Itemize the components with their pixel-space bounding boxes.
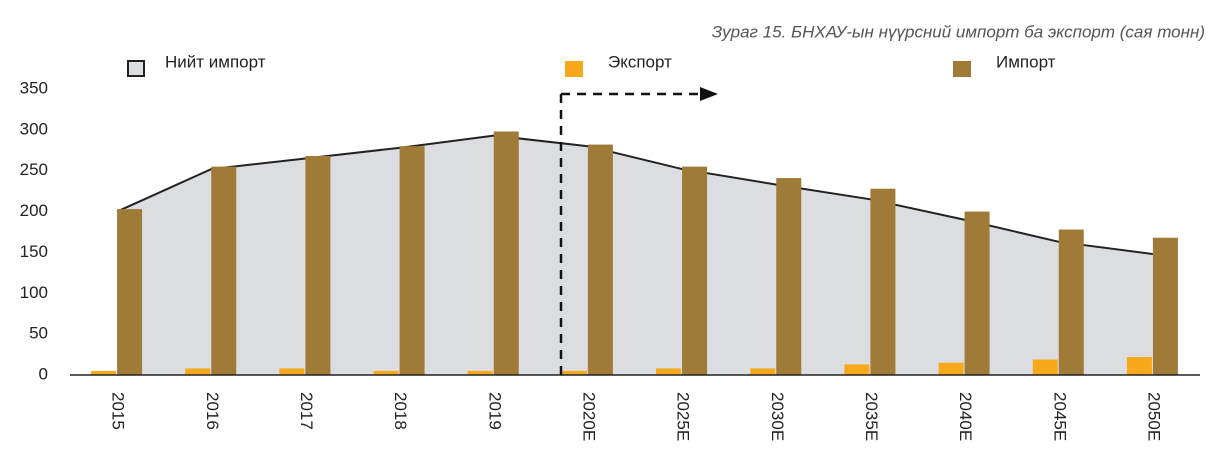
bar xyxy=(776,178,802,375)
legend-item: Нийт импорт xyxy=(127,52,266,77)
x-tick-label: 2020E xyxy=(579,392,598,441)
bar xyxy=(870,188,896,375)
bar xyxy=(185,368,211,375)
x-tick-label: 2050E xyxy=(1144,392,1163,441)
legend-label: Импорт xyxy=(996,52,1056,71)
bar xyxy=(1058,229,1084,375)
legend-swatch xyxy=(565,61,583,77)
x-tick-label: 2025E xyxy=(674,392,693,441)
x-tick-label: 2016 xyxy=(203,392,222,430)
x-tick-label: 2018 xyxy=(391,392,410,430)
bar xyxy=(373,370,399,375)
y-tick-label: 100 xyxy=(20,283,48,302)
bar xyxy=(750,368,776,375)
bar xyxy=(587,144,613,375)
y-tick-label: 0 xyxy=(39,364,48,383)
legend-label: Нийт импорт xyxy=(165,52,266,71)
bar xyxy=(844,364,870,375)
x-tick-label: 2017 xyxy=(297,392,316,430)
chart-title: Зураг 15. БНХАУ-ын нүүрсний импорт ба эк… xyxy=(712,22,1205,41)
forecast-arrow-head xyxy=(700,87,718,101)
x-tick-label: 2045E xyxy=(1050,392,1069,441)
y-tick-label: 200 xyxy=(20,201,48,220)
x-tick-label: 2015 xyxy=(109,392,128,430)
plot: 0 50 100 150 200 250 300 350 2015 2016 2017 2018 201… xyxy=(20,52,1200,441)
bar xyxy=(399,146,425,375)
x-tick-label: 2019 xyxy=(485,392,504,430)
legend-swatch xyxy=(953,61,971,77)
bar xyxy=(938,362,964,375)
bar xyxy=(493,131,519,375)
x-tick-label: 2030E xyxy=(768,392,787,441)
bar xyxy=(305,156,331,375)
y-tick-label: 250 xyxy=(20,160,48,179)
bar xyxy=(561,370,587,375)
legend-label: Экспорт xyxy=(608,52,672,71)
bar xyxy=(1032,359,1058,375)
bar xyxy=(1126,357,1152,375)
legend-item: Импорт xyxy=(953,52,1056,77)
bar xyxy=(682,166,708,375)
bar xyxy=(964,211,990,375)
y-tick-label: 300 xyxy=(20,119,48,138)
bar xyxy=(91,370,117,375)
x-tick-label: 2040E xyxy=(956,392,975,441)
bar xyxy=(211,166,237,375)
y-tick-label: 150 xyxy=(20,242,48,261)
y-tick-label: 50 xyxy=(29,324,48,343)
y-tick-label: 350 xyxy=(20,78,48,97)
legend-item: Экспорт xyxy=(565,52,672,77)
area xyxy=(117,135,1153,375)
bar xyxy=(117,209,143,375)
bar xyxy=(656,368,682,375)
forecast-arrow xyxy=(559,87,718,375)
bar xyxy=(467,370,493,375)
x-tick-label: 2035E xyxy=(862,392,881,441)
bar xyxy=(279,368,305,375)
bar xyxy=(1152,237,1178,375)
legend-swatch xyxy=(127,60,145,77)
